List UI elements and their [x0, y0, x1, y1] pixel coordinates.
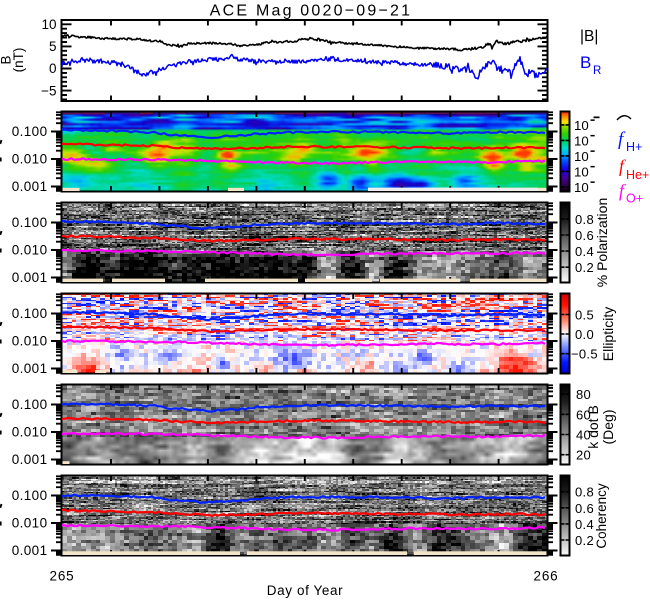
svg-text:0.0: 0.0: [575, 327, 594, 342]
svg-text:0.4: 0.4: [575, 517, 594, 532]
svg-text:O+: O+: [626, 192, 643, 206]
svg-text:0.001: 0.001: [12, 452, 48, 467]
svg-text:10: 10: [41, 17, 56, 32]
svg-text:0.010: 0.010: [12, 334, 48, 349]
svg-text:Ellipticity: Ellipticity: [600, 307, 616, 361]
svg-text:10: 10: [574, 149, 589, 164]
svg-text:0.5: 0.5: [575, 308, 594, 323]
svg-text:ACE Mag 0020−09−21: ACE Mag 0020−09−21: [210, 3, 412, 20]
svg-text:266: 266: [534, 569, 559, 584]
svg-text:10: 10: [574, 133, 589, 148]
svg-text:10: 10: [574, 164, 589, 179]
svg-text:−0.5: −0.5: [571, 347, 598, 362]
svg-text:k dot B: k dot B: [585, 405, 601, 449]
svg-text:He+: He+: [626, 168, 649, 182]
svg-text:f: f: [618, 129, 626, 150]
svg-text:R: R: [593, 65, 601, 77]
svg-text:0.6: 0.6: [575, 501, 594, 516]
svg-text:0.001: 0.001: [12, 543, 48, 558]
svg-text:f: f: [619, 181, 626, 201]
svg-text:80: 80: [576, 387, 591, 402]
svg-text:0: 0: [49, 61, 57, 76]
svg-text:Day of Year: Day of Year: [267, 583, 343, 598]
svg-text:B: B: [0, 55, 14, 64]
svg-text:0.2: 0.2: [575, 260, 594, 275]
svg-text:−5: −5: [41, 83, 56, 98]
svg-text:0.010: 0.010: [12, 425, 48, 440]
svg-text:10: 10: [574, 180, 589, 195]
svg-text:0.100: 0.100: [12, 306, 48, 321]
svg-text:% Polarization: % Polarization: [594, 198, 610, 288]
svg-text:0.100: 0.100: [12, 215, 48, 230]
svg-text:0.6: 0.6: [575, 228, 594, 243]
svg-text:(Deg): (Deg): [600, 409, 616, 444]
svg-text:Coherency: Coherency: [594, 483, 609, 549]
svg-text:10: 10: [574, 118, 589, 133]
svg-text:0.100: 0.100: [12, 488, 48, 503]
svg-text:40: 40: [576, 428, 591, 443]
svg-text:265: 265: [50, 569, 75, 584]
svg-text:0.4: 0.4: [575, 244, 594, 259]
svg-text:B: B: [580, 53, 591, 72]
svg-text:0.100: 0.100: [12, 124, 48, 139]
svg-text:H+: H+: [626, 140, 642, 154]
svg-text:0.2: 0.2: [575, 533, 594, 548]
svg-text:0.001: 0.001: [12, 361, 48, 376]
svg-text:0.010: 0.010: [12, 516, 48, 531]
svg-text:|B|: |B|: [580, 28, 598, 45]
svg-text:0.100: 0.100: [12, 397, 48, 412]
svg-text:20: 20: [576, 448, 591, 463]
svg-text:0.8: 0.8: [575, 485, 594, 500]
svg-text:f: f: [619, 156, 626, 176]
svg-text:(nT): (nT): [11, 48, 26, 73]
svg-text:0.8: 0.8: [575, 212, 594, 227]
svg-text:0.001: 0.001: [12, 179, 48, 194]
svg-text:0.001: 0.001: [12, 270, 48, 285]
svg-text:5: 5: [49, 39, 57, 54]
svg-text:0.010: 0.010: [12, 243, 48, 258]
svg-text:60: 60: [576, 407, 591, 422]
svg-text:0.010: 0.010: [12, 152, 48, 167]
